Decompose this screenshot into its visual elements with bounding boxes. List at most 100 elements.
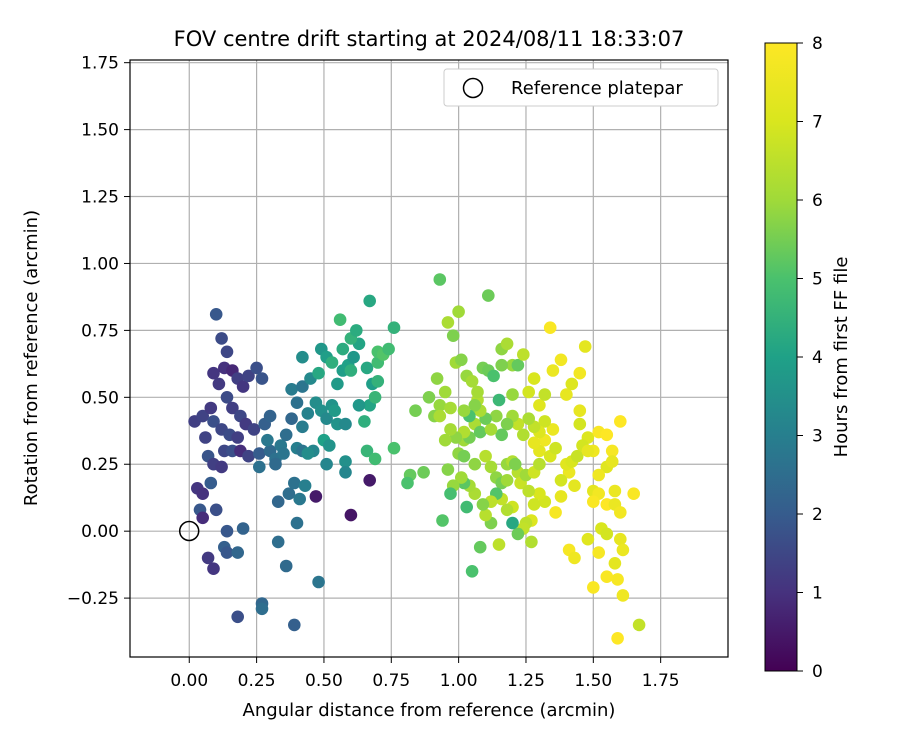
data-point bbox=[298, 479, 312, 493]
colorbar-tick-label: 1 bbox=[812, 584, 823, 604]
data-point bbox=[438, 433, 452, 447]
data-point bbox=[455, 471, 468, 484]
data-point bbox=[360, 361, 374, 375]
data-point bbox=[301, 447, 315, 460]
data-point bbox=[446, 329, 460, 343]
data-point bbox=[236, 522, 250, 535]
data-point bbox=[196, 487, 209, 501]
data-point bbox=[325, 356, 339, 369]
data-point bbox=[430, 372, 444, 385]
data-point bbox=[336, 342, 350, 356]
data-point bbox=[285, 383, 298, 396]
data-point bbox=[360, 444, 374, 458]
data-point bbox=[533, 399, 546, 412]
data-point bbox=[460, 500, 474, 514]
data-point bbox=[255, 372, 269, 385]
data-point bbox=[242, 449, 255, 463]
data-point bbox=[277, 447, 290, 460]
data-point bbox=[433, 273, 447, 286]
data-point bbox=[627, 487, 640, 501]
data-point bbox=[312, 575, 325, 589]
data-point bbox=[285, 412, 298, 426]
data-point bbox=[320, 412, 333, 426]
data-point bbox=[495, 358, 509, 372]
x-tick-label: 1.50 bbox=[574, 671, 612, 691]
x-tick-label: 1.75 bbox=[642, 671, 680, 691]
data-point bbox=[352, 399, 366, 412]
data-point bbox=[215, 332, 228, 345]
data-point bbox=[339, 455, 352, 468]
data-point bbox=[611, 632, 624, 645]
data-point bbox=[611, 573, 624, 586]
x-axis-label: Angular distance from reference (arcmin) bbox=[243, 700, 616, 721]
data-point bbox=[344, 508, 358, 522]
data-point bbox=[252, 460, 266, 474]
data-point bbox=[204, 401, 218, 415]
data-point bbox=[546, 364, 560, 377]
data-point bbox=[290, 516, 304, 530]
y-axis-ticks: −0.25 0.00 0.25 0.50 0.75 1.00 1.25 1.50 1.75 bbox=[67, 54, 130, 609]
data-point bbox=[269, 457, 282, 471]
legend-box bbox=[443, 68, 719, 107]
data-point bbox=[368, 391, 382, 404]
chart-title: FOV centre drift starting at 2024/08/11 … bbox=[174, 27, 685, 51]
y-tick-label: 1.25 bbox=[81, 188, 119, 208]
y-tick-label: 1.00 bbox=[81, 254, 119, 274]
data-point bbox=[271, 495, 285, 509]
data-point bbox=[605, 444, 619, 458]
data-point bbox=[279, 559, 293, 573]
data-point bbox=[614, 532, 627, 546]
data-point bbox=[632, 618, 646, 632]
data-point bbox=[333, 313, 347, 327]
data-point bbox=[433, 399, 447, 412]
data-point bbox=[344, 364, 358, 377]
data-point bbox=[382, 342, 395, 356]
data-point bbox=[484, 460, 498, 474]
data-point bbox=[508, 457, 522, 471]
data-point bbox=[409, 404, 422, 418]
data-point bbox=[511, 358, 525, 372]
data-point bbox=[581, 444, 595, 458]
data-point bbox=[600, 428, 614, 442]
reference-point-marker bbox=[178, 520, 200, 542]
x-axis-ticks: 0.00 0.25 0.50 0.75 1.00 1.25 1.50 1.75 bbox=[170, 657, 680, 691]
data-point bbox=[473, 540, 487, 554]
data-point bbox=[387, 321, 401, 335]
data-point bbox=[441, 463, 455, 476]
data-point bbox=[500, 474, 514, 487]
data-point bbox=[358, 415, 371, 428]
data-point bbox=[614, 506, 627, 519]
data-point bbox=[527, 372, 541, 385]
data-point bbox=[492, 393, 506, 407]
data-point bbox=[231, 431, 244, 444]
legend-label: Reference platepar bbox=[511, 78, 683, 99]
data-point bbox=[527, 498, 541, 511]
data-point bbox=[220, 546, 234, 559]
data-point bbox=[479, 449, 492, 463]
data-point bbox=[339, 466, 352, 479]
data-point bbox=[592, 468, 605, 482]
data-point bbox=[433, 409, 447, 423]
data-point bbox=[220, 524, 234, 538]
data-point bbox=[231, 546, 244, 559]
data-point bbox=[506, 388, 519, 401]
data-point bbox=[522, 484, 535, 498]
y-tick-label: 0.25 bbox=[81, 455, 119, 475]
data-point bbox=[296, 350, 309, 364]
y-tick-label: 0.00 bbox=[81, 522, 119, 542]
data-point bbox=[457, 449, 471, 463]
data-point bbox=[207, 415, 220, 428]
data-point bbox=[371, 375, 385, 388]
data-point bbox=[465, 375, 479, 388]
data-point bbox=[250, 361, 263, 375]
data-point bbox=[236, 380, 250, 393]
x-tick-label: 0.75 bbox=[372, 671, 410, 691]
data-point bbox=[247, 423, 261, 436]
data-point bbox=[309, 490, 323, 503]
y-tick-label: 0.50 bbox=[81, 388, 119, 408]
data-point bbox=[465, 565, 479, 578]
data-point bbox=[500, 417, 514, 431]
data-point bbox=[196, 511, 209, 525]
data-point bbox=[457, 404, 471, 418]
data-point bbox=[538, 388, 552, 401]
